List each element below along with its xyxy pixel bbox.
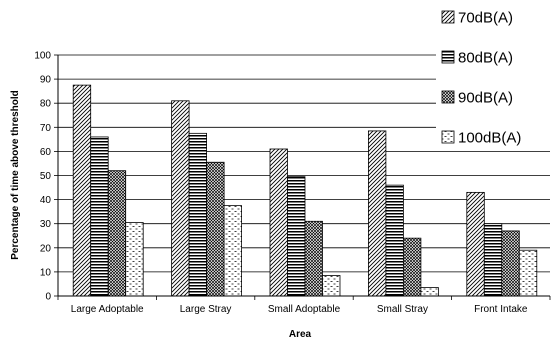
legend-swatch bbox=[441, 50, 455, 64]
y-tick-label: 10 bbox=[40, 267, 52, 278]
y-tick-label: 100 bbox=[34, 51, 51, 62]
x-axis-title: Area bbox=[289, 329, 312, 340]
y-tick-label: 90 bbox=[40, 75, 52, 86]
y-tick-label: 20 bbox=[40, 243, 52, 254]
y-axis-title: Percentage of time above threshold bbox=[10, 90, 21, 260]
axes: 0 10 20 30 40 50 60 70 80 90 100 Large Adoptable Lar… bbox=[34, 51, 551, 315]
x-tick-label: Small Stray bbox=[377, 304, 428, 315]
legend-label: 100dB(A) bbox=[458, 130, 521, 147]
bar bbox=[304, 220, 323, 297]
x-tick-label: Large Stray bbox=[180, 304, 232, 315]
legend-swatch bbox=[441, 10, 455, 24]
y-tick-label: 40 bbox=[40, 195, 52, 206]
bar bbox=[385, 184, 404, 297]
bar bbox=[90, 136, 109, 297]
bar bbox=[420, 287, 439, 297]
bar bbox=[72, 84, 92, 297]
y-tick-label: 70 bbox=[40, 123, 52, 134]
bar bbox=[107, 170, 127, 297]
bar bbox=[322, 275, 341, 297]
legend-label: 70dB(A) bbox=[458, 10, 513, 27]
x-tick-label: Front Intake bbox=[474, 304, 528, 315]
bar bbox=[188, 132, 208, 297]
y-tick-label: 50 bbox=[40, 171, 52, 182]
bar bbox=[206, 161, 225, 297]
bar bbox=[483, 223, 503, 297]
bars bbox=[72, 84, 538, 297]
bar bbox=[287, 176, 306, 297]
bar bbox=[171, 100, 190, 297]
y-tick-label: 80 bbox=[40, 99, 52, 110]
legend-label: 90dB(A) bbox=[458, 90, 513, 107]
bar bbox=[367, 130, 387, 297]
bar bbox=[269, 148, 288, 297]
legend-swatch bbox=[441, 130, 455, 144]
bar bbox=[501, 230, 520, 297]
legend-label: 80dB(A) bbox=[458, 50, 513, 67]
y-tick-label: 0 bbox=[45, 292, 51, 303]
legend: 70dB(A) 80dB(A) 90dB(A) 100dB(A) bbox=[436, 0, 560, 147]
y-tick-label: 60 bbox=[40, 147, 52, 158]
bar bbox=[125, 222, 144, 297]
x-tick-label: Small Adoptable bbox=[268, 304, 341, 315]
y-tick-label: 30 bbox=[40, 219, 52, 230]
legend-swatch bbox=[441, 90, 455, 104]
x-tick-label: Large Adoptable bbox=[71, 304, 144, 315]
legend-background bbox=[436, 0, 560, 142]
bar bbox=[223, 205, 243, 297]
bar bbox=[402, 237, 422, 297]
bar bbox=[466, 191, 485, 297]
bar bbox=[518, 249, 538, 297]
